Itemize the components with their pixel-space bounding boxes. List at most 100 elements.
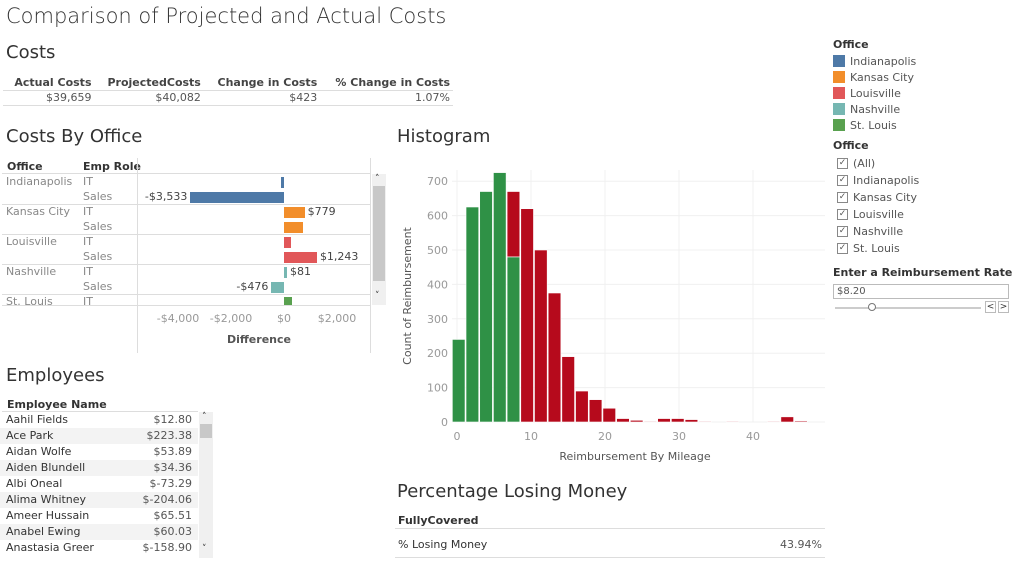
scroll-thumb[interactable] (200, 424, 212, 438)
rate-slider-thumb[interactable] (867, 303, 876, 311)
histogram-bar[interactable] (794, 420, 808, 423)
histogram-bar[interactable] (452, 339, 466, 423)
office-bar-chart: Indianapolis IT Sales -$3,533 Kansas City IT $… (0, 174, 370, 305)
office-filter-checkbox[interactable]: ✓ St. Louis (837, 240, 1013, 257)
employee-scrollbar[interactable]: ˄ ˅ (199, 412, 213, 558)
office-bar[interactable] (284, 222, 303, 233)
office-bar[interactable] (284, 237, 291, 248)
scroll-down-icon[interactable]: ˅ (375, 291, 380, 301)
employee-row[interactable]: Ace Park $223.38 (0, 428, 198, 444)
histogram-bar[interactable] (465, 206, 480, 423)
legend-title: Office (833, 38, 869, 51)
histogram-bar[interactable] (588, 399, 603, 423)
histogram-bar[interactable] (547, 292, 562, 423)
histogram-bar[interactable] (602, 407, 616, 423)
histogram-bar[interactable] (479, 191, 493, 423)
office-color-legend: Office Indianapolis Kansas City Louisville… (833, 38, 1013, 315)
checkmark-icon[interactable]: ✓ (837, 192, 848, 203)
office-filter-checkbox[interactable]: ✓ (All) (837, 155, 1013, 172)
y-tick-label: 500 (427, 244, 448, 257)
rate-slider-track[interactable] (835, 307, 981, 309)
legend-item[interactable]: St. Louis (833, 117, 1013, 133)
histogram-bar[interactable] (684, 419, 699, 423)
kpi-value: $40,082 (94, 89, 204, 106)
employee-row[interactable]: Ameer Hussain $65.51 (0, 508, 198, 524)
histogram-bar[interactable] (630, 419, 644, 423)
histogram-bar[interactable] (780, 416, 794, 423)
y-tick-label: 400 (427, 278, 448, 291)
legend-item[interactable]: Kansas City (833, 69, 1013, 85)
office-bar[interactable] (284, 267, 287, 278)
rate-decrement-button[interactable]: < (985, 301, 996, 313)
office-bar[interactable] (271, 282, 284, 293)
histogram-bar[interactable] (698, 421, 712, 423)
employee-name: Aiden Blundell (6, 461, 86, 474)
office-label: Kansas City (6, 205, 70, 218)
legend-item[interactable]: Nashville (833, 101, 1013, 117)
histogram-bar[interactable] (657, 418, 671, 423)
office-bar[interactable] (190, 192, 284, 203)
histogram-bar[interactable] (671, 418, 685, 423)
office-filter-checkbox[interactable]: ✓ Indianapolis (837, 172, 1013, 189)
scroll-up-icon[interactable]: ˄ (375, 174, 380, 184)
employee-value: $-73.29 (149, 477, 192, 490)
office-filter-checkbox[interactable]: ✓ Kansas City (837, 189, 1013, 206)
kpi-header: Actual Costs (14, 76, 92, 90)
office-bar[interactable] (284, 297, 292, 305)
costs-by-office-heading: Costs By Office (6, 126, 143, 147)
legend-item[interactable]: Louisville (833, 85, 1013, 101)
bar-value-label: -$3,533 (144, 190, 188, 203)
employee-row[interactable]: Aidan Wolfe $53.89 (0, 444, 198, 460)
checkmark-icon[interactable]: ✓ (837, 209, 848, 220)
scroll-up-icon[interactable]: ˄ (202, 412, 207, 422)
histogram-bar[interactable] (493, 172, 507, 423)
histogram-bar[interactable] (520, 208, 534, 423)
rate-input[interactable] (833, 284, 1009, 299)
employee-name: Ameer Hussain (6, 509, 90, 522)
checkmark-icon[interactable]: ✓ (837, 226, 848, 237)
office-filter-checkbox[interactable]: ✓ Louisville (837, 206, 1013, 223)
role-label: Sales (83, 220, 113, 233)
histogram-bar[interactable] (725, 421, 740, 423)
checkmark-icon[interactable]: ✓ (837, 243, 848, 254)
losing-heading: Percentage Losing Money (397, 481, 628, 502)
y-tick-label: 100 (427, 382, 448, 395)
office-label: St. Louis (6, 295, 53, 305)
histogram-bar[interactable] (575, 390, 589, 423)
x-tick-label: 30 (672, 430, 686, 443)
histogram-bar[interactable] (766, 421, 781, 423)
rate-increment-button[interactable]: > (998, 301, 1009, 313)
histogram-bar[interactable] (506, 191, 521, 258)
office-filter-checkbox[interactable]: ✓ Nashville (837, 223, 1013, 240)
col-emp-role: Emp Role (83, 160, 141, 173)
office-scrollbar[interactable]: ˄ ˅ (372, 174, 386, 305)
bar-value-label: $779 (307, 205, 336, 218)
office-bar[interactable] (284, 207, 305, 218)
histogram-bar[interactable] (616, 418, 630, 423)
checkmark-icon[interactable]: ✓ (837, 158, 848, 169)
scroll-thumb[interactable] (373, 186, 385, 281)
histogram-bar[interactable] (643, 421, 657, 423)
scroll-down-icon[interactable]: ˅ (202, 544, 207, 554)
office-bar[interactable] (281, 177, 285, 188)
office-bar[interactable] (284, 252, 317, 263)
employee-row[interactable]: Aahil Fields $12.80 (0, 412, 198, 428)
col-fully-covered: FullyCovered (398, 514, 479, 527)
employee-row[interactable]: Alima Whitney $-204.06 (0, 492, 198, 508)
checkmark-icon[interactable]: ✓ (837, 175, 848, 186)
employee-row[interactable]: Anabel Ewing $60.03 (0, 524, 198, 540)
filter-label: Indianapolis (853, 174, 920, 187)
histogram-bar[interactable] (561, 356, 575, 423)
histogram-bar[interactable] (534, 249, 548, 423)
employee-row[interactable]: Anastasia Greer $-158.90 (0, 540, 198, 556)
bar-value-label: $81 (290, 265, 311, 278)
kpi-value: $39,659 (3, 89, 95, 106)
x-tick-label: 40 (746, 430, 760, 443)
employee-row[interactable]: Aiden Blundell $34.36 (0, 460, 198, 476)
legend-item[interactable]: Indianapolis (833, 53, 1013, 69)
employee-list: Aahil Fields $12.80 Ace Park $223.38 Aidan W… (0, 412, 198, 562)
filter-label: (All) (853, 157, 876, 170)
histogram-bar[interactable] (506, 256, 521, 423)
employee-value: $-204.06 (142, 493, 192, 506)
employee-row[interactable]: Albi Oneal $-73.29 (0, 476, 198, 492)
